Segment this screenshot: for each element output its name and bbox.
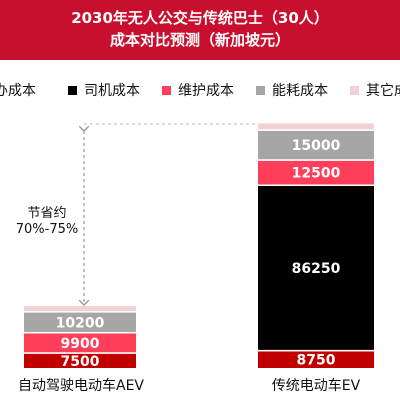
bar-gap-ev-0 — [258, 349, 374, 352]
bar-segment-aev-3 — [24, 312, 136, 332]
bar-segment-aev-4 — [24, 306, 136, 312]
bar-segment-aev-2 — [24, 333, 136, 353]
legend-label-driver: 司机成本 — [84, 83, 140, 99]
legend-swatch-driver — [68, 85, 77, 95]
bar-label-aev-0: 7500 — [61, 354, 100, 370]
bar-gap-aev-3 — [24, 311, 136, 313]
chart-title-line1: 2030年无人公交与传统巴士（30人） — [71, 9, 329, 27]
savings-note-line1: 节省约 — [27, 206, 66, 221]
legend-item-energy: 能耗成本 — [256, 80, 328, 100]
bar-label-ev-2: 12500 — [292, 166, 341, 182]
bar-segment-ev-1 — [258, 186, 374, 350]
bar-gap-ev-3 — [258, 129, 374, 131]
bar-label-aev-3: 10200 — [56, 315, 105, 331]
bar-segment-aev-0 — [24, 353, 136, 368]
legend-swatch-other — [350, 85, 359, 95]
bar-gap-ev-2 — [258, 159, 374, 161]
legend-label-other: 其它成 — [366, 83, 400, 99]
legend-item-maintenance: 维护成本 — [162, 80, 234, 100]
legend-item-autonomous: 办成本 — [0, 80, 36, 100]
legend-swatch-energy — [256, 85, 265, 95]
bar-gap-aev-2 — [24, 331, 136, 334]
category-label-ev: 传统电动车EV — [272, 377, 361, 394]
bar-label-ev-1: 86250 — [292, 261, 341, 277]
bar-gap-aev-0 — [24, 352, 136, 354]
legend: 办成本 司机成本 维护成本 能耗成本 其它成 — [0, 76, 400, 100]
chart-title: 2030年无人公交与传统巴士（30人） 成本对比预测（新加坡元） — [0, 0, 400, 60]
bar-label-ev-3: 15000 — [292, 138, 341, 154]
legend-label-energy: 能耗成本 — [272, 83, 328, 99]
bar-gap-ev-4 — [258, 121, 374, 124]
bar-segment-ev-0 — [258, 351, 374, 368]
bars-group: 7500 9900 10200 8750 86250 12500 15000 — [24, 121, 374, 370]
bar-gap-ev-1 — [258, 184, 374, 186]
bar-label-aev-2: 9900 — [61, 336, 100, 352]
legend-swatch-maintenance — [162, 85, 171, 95]
bar-segment-ev-3 — [258, 130, 374, 160]
legend-label-autonomous: 办成本 — [0, 83, 36, 99]
legend-item-other: 其它成 — [350, 80, 400, 100]
bar-segment-ev-4 — [258, 123, 374, 130]
chart-title-line2: 成本对比预测（新加坡元） — [109, 31, 290, 49]
bar-label-ev-0: 8750 — [297, 353, 336, 369]
bar-gap-aev-4 — [24, 304, 136, 307]
bar-segment-ev-2 — [258, 160, 374, 185]
savings-note-line2: 70%-75% — [16, 222, 78, 237]
legend-item-driver: 司机成本 — [68, 80, 140, 100]
legend-label-maintenance: 维护成本 — [178, 83, 234, 99]
category-label-aev: 自动驾驶电动车AEV — [18, 377, 144, 394]
